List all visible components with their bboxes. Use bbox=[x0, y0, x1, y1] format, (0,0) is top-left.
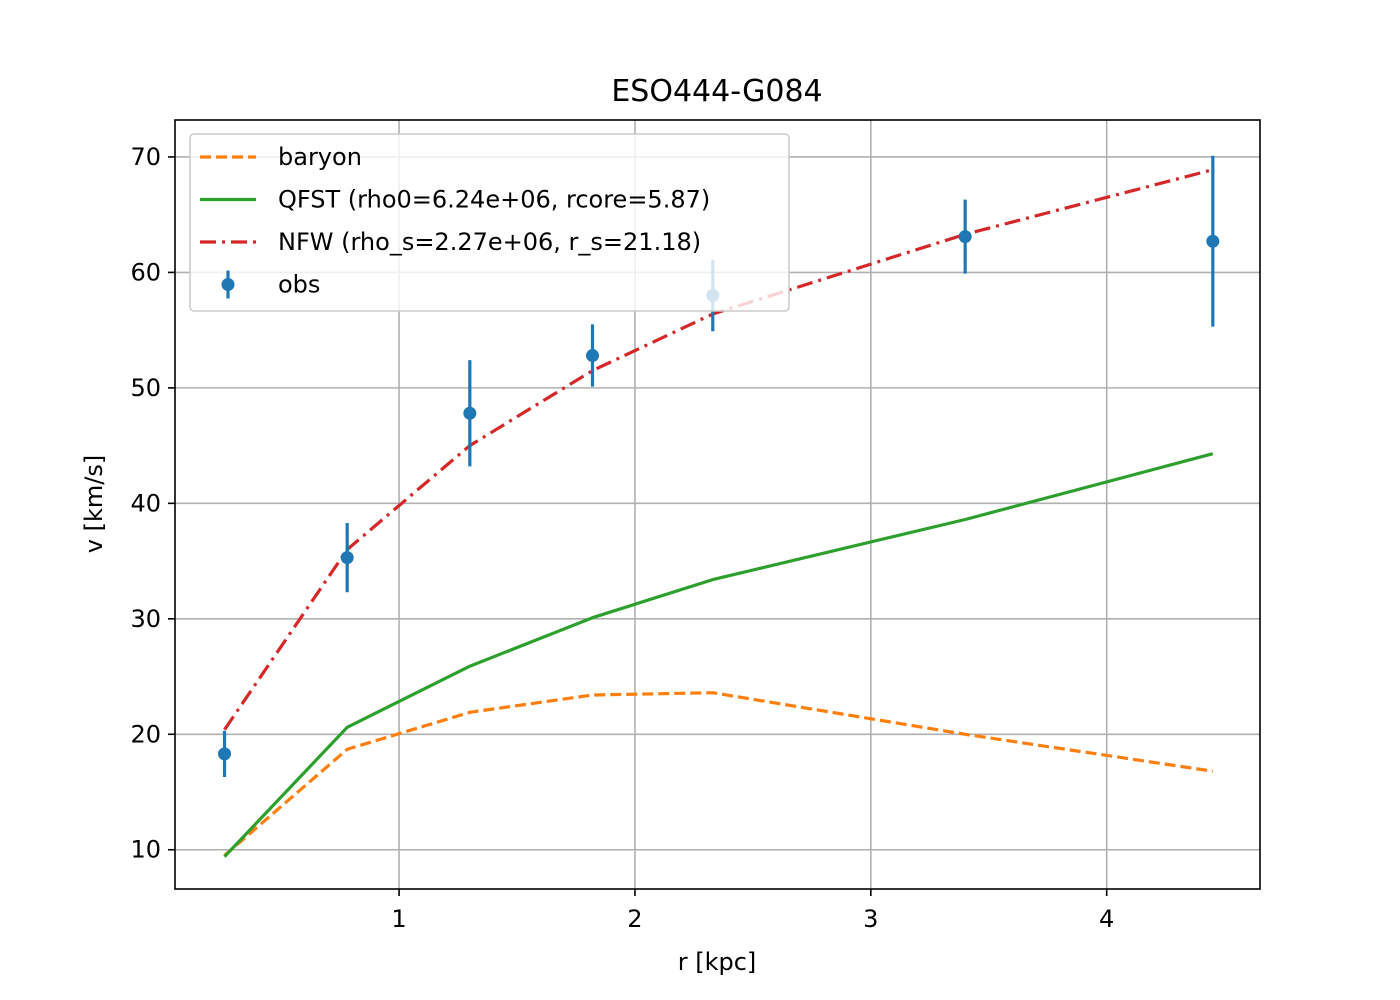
legend-box bbox=[189, 133, 790, 312]
legend: baryon QFST (rho0=6.24e+06, rcore=5.87) NF… bbox=[189, 133, 790, 312]
legend-label: baryon bbox=[278, 143, 362, 171]
legend-label: NFW (rho_s=2.27e+06, r_s=21.18) bbox=[278, 228, 701, 256]
axis-ticks: 1 2 3 4 10 20 30 40 50 60 70 bbox=[130, 143, 1114, 933]
x-axis-label: r [kpc] bbox=[678, 948, 757, 976]
x-tick-label: 2 bbox=[627, 905, 642, 933]
legend-marker-obs-point bbox=[221, 278, 235, 291]
obs-point bbox=[958, 230, 972, 244]
obs-point bbox=[218, 747, 232, 761]
chart-title: ESO444-G084 bbox=[611, 74, 822, 109]
y-tick-label: 10 bbox=[130, 836, 161, 864]
y-tick-label: 30 bbox=[130, 605, 161, 633]
obs-point bbox=[463, 406, 477, 420]
obs-point bbox=[1206, 234, 1220, 248]
x-tick-label: 3 bbox=[863, 905, 878, 933]
y-axis-label: v [km/s] bbox=[80, 455, 108, 553]
x-tick-label: 4 bbox=[1099, 905, 1114, 933]
y-tick-label: 20 bbox=[130, 720, 161, 748]
x-tick-label: 1 bbox=[391, 905, 406, 933]
y-tick-label: 50 bbox=[130, 374, 161, 402]
y-tick-label: 70 bbox=[130, 143, 161, 171]
obs-point bbox=[340, 551, 354, 565]
y-tick-label: 40 bbox=[130, 489, 161, 517]
series-line-0 bbox=[223, 691, 1214, 857]
legend-label: QFST (rho0=6.24e+06, rcore=5.87) bbox=[278, 186, 710, 214]
series-line-1 bbox=[223, 452, 1214, 858]
obs-point bbox=[585, 349, 599, 363]
legend-label: obs bbox=[278, 271, 320, 299]
y-tick-label: 60 bbox=[130, 258, 161, 286]
plot-frame bbox=[174, 119, 1261, 890]
